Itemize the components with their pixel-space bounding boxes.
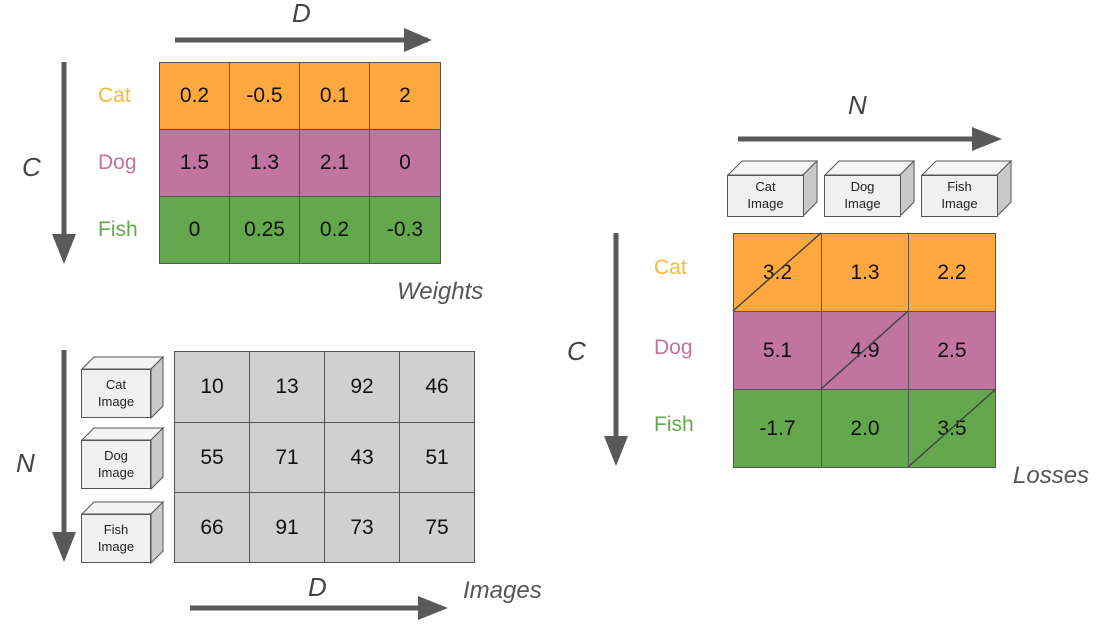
losses-cell-correct: 4.9 (821, 311, 909, 390)
weights-cell: 0 (369, 129, 441, 197)
images-cell: 46 (399, 351, 475, 423)
images-cell: 66 (174, 492, 250, 563)
images-cell: 75 (399, 492, 475, 563)
images-cell: 51 (399, 422, 475, 493)
images-cell: 91 (249, 492, 325, 563)
weights-cell: 2.1 (299, 129, 370, 197)
weights-c-axis-label: C (22, 152, 41, 182)
weights-d-arrowhead (404, 28, 432, 52)
weights-cell: 0 (159, 196, 230, 264)
images-cube-fish-line1: Fish (103, 521, 129, 537)
images-cube-fish-line2: Image (97, 538, 135, 554)
weights-caption: Weights (397, 278, 484, 305)
losses-row-label-dog: Dog (654, 336, 693, 359)
images-cell: 73 (324, 492, 400, 563)
images-cube-dog-line1: Dog (104, 447, 128, 463)
weights-cell: 1.3 (229, 129, 300, 197)
losses-caption: Losses (1013, 462, 1090, 489)
losses-cell-correct: 3.2 (733, 233, 822, 312)
images-cube-cat-line2: Image (97, 393, 135, 409)
images-cube-dog-line2: Image (97, 464, 135, 480)
weights-cell: -0.5 (229, 62, 300, 130)
losses-cell: 2.5 (908, 311, 996, 390)
losses-cell: 2.0 (821, 389, 909, 468)
weights-cell: 0.2 (299, 196, 370, 264)
weights-row-label-dog: Dog (98, 151, 137, 174)
weights-row-label-cat: Cat (98, 84, 131, 107)
images-d-arrowhead (418, 596, 448, 620)
images-cube-cat-line1: Cat (105, 376, 127, 392)
losses-c-arrowhead (604, 436, 628, 466)
images-caption: Images (463, 577, 542, 604)
losses-n-axis-label: N (848, 90, 867, 120)
weights-cell: 0.1 (299, 62, 370, 130)
losses-cell: 1.3 (821, 233, 909, 312)
weights-cell: 0.25 (229, 196, 300, 264)
weights-d-axis-label: D (292, 0, 311, 28)
weights-cell: 1.5 (159, 129, 230, 197)
losses-row-label-cat: Cat (654, 256, 687, 279)
images-cell: 43 (324, 422, 400, 493)
losses-row-label-fish: Fish (654, 413, 694, 436)
images-cell: 92 (324, 351, 400, 423)
images-cell: 13 (249, 351, 325, 423)
losses-cube-cat-line1: Cat (755, 179, 776, 195)
losses-cell: -1.7 (733, 389, 822, 468)
losses-c-axis-label: C (567, 336, 586, 366)
losses-cube-dog-line1: Dog (850, 179, 875, 195)
images-cell: 10 (174, 351, 250, 423)
images-cell: 71 (249, 422, 325, 493)
weights-cell: -0.3 (369, 196, 441, 264)
losses-cube-dog-line2: Image (844, 196, 881, 211)
images-n-axis-label: N (16, 448, 35, 478)
losses-cube-fish-line2: Image (941, 196, 978, 211)
losses-cell-correct: 3.5 (908, 389, 996, 468)
weights-cell: 2 (369, 62, 441, 130)
images-d-axis-label: D (308, 572, 327, 602)
losses-cell: 2.2 (908, 233, 996, 312)
weights-cell: 0.2 (159, 62, 230, 130)
images-n-arrowhead (52, 532, 76, 562)
images-cell: 55 (174, 422, 250, 493)
losses-cube-cat-line2: Image (747, 196, 784, 211)
losses-cube-fish-line1: Fish (947, 179, 972, 195)
losses-n-arrowhead (972, 127, 1002, 151)
weights-row-label-fish: Fish (98, 218, 138, 241)
weights-c-arrowhead (52, 234, 76, 264)
losses-cell: 5.1 (733, 311, 822, 390)
